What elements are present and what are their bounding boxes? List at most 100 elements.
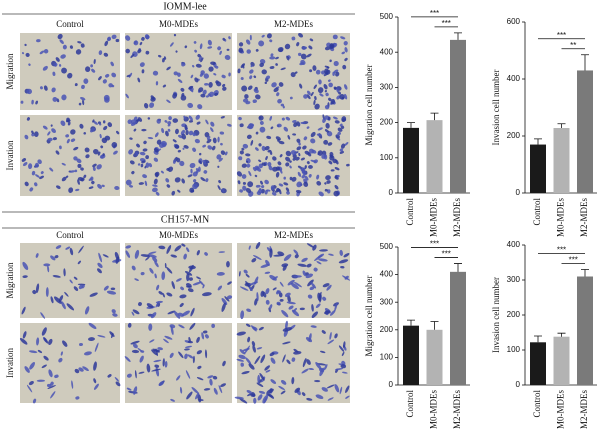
cell <box>267 161 272 167</box>
cell <box>177 78 183 83</box>
cell <box>192 281 202 286</box>
cell <box>46 383 52 388</box>
cell <box>334 384 340 393</box>
x-tick-label: M2-MDEs <box>579 198 589 237</box>
cell <box>55 57 60 62</box>
cell <box>208 66 214 72</box>
cell <box>137 117 143 122</box>
y-tick-label: 600 <box>507 17 521 26</box>
cell <box>324 310 331 315</box>
cell <box>280 390 286 395</box>
cell <box>128 72 133 78</box>
cell <box>245 101 251 105</box>
cell <box>78 367 84 372</box>
cell <box>339 94 345 100</box>
cell <box>295 156 300 161</box>
cell <box>236 358 244 362</box>
cell <box>37 349 43 353</box>
cell <box>142 174 148 179</box>
cell <box>211 145 216 151</box>
cell <box>84 147 90 153</box>
cell <box>210 127 214 133</box>
cell <box>152 70 159 76</box>
bar <box>577 276 593 385</box>
cell <box>281 309 289 318</box>
cell <box>224 151 228 156</box>
cell <box>187 288 194 293</box>
cell <box>339 123 343 127</box>
cell <box>284 292 291 298</box>
cell <box>178 324 185 329</box>
x-tick-label: M0-MDEs <box>429 198 439 237</box>
cell <box>308 367 314 371</box>
cell <box>73 146 79 151</box>
cell <box>93 58 96 64</box>
cell <box>330 169 335 172</box>
cell <box>80 96 86 101</box>
cell <box>148 251 157 255</box>
cell <box>78 284 83 290</box>
cell <box>107 122 113 128</box>
cell <box>192 355 195 364</box>
cell <box>132 309 140 315</box>
cell <box>215 65 219 69</box>
cell <box>124 356 131 363</box>
cell <box>133 116 138 121</box>
cell <box>291 36 296 41</box>
cell <box>65 246 71 250</box>
cell <box>244 94 249 99</box>
cell <box>43 49 49 54</box>
bar <box>553 336 570 385</box>
cell <box>73 156 78 161</box>
cell <box>329 332 332 340</box>
y-tick-label: 100 <box>380 153 394 162</box>
cell <box>268 165 273 171</box>
cell <box>253 75 257 79</box>
cell <box>265 259 270 267</box>
cell <box>308 173 312 178</box>
cell <box>47 131 51 136</box>
cell <box>265 75 271 80</box>
cell <box>166 292 173 297</box>
cell <box>261 145 266 152</box>
cell <box>345 395 350 399</box>
cell <box>154 132 159 138</box>
cell <box>54 255 59 259</box>
cell <box>250 325 257 332</box>
cell <box>151 368 161 372</box>
cell <box>242 185 247 191</box>
cell <box>195 168 200 172</box>
cell <box>340 364 347 369</box>
cell <box>93 378 97 384</box>
cell <box>93 383 99 390</box>
cell <box>20 100 24 104</box>
cell <box>276 166 280 171</box>
micrograph <box>125 114 232 196</box>
cell <box>213 387 218 395</box>
cell <box>251 392 256 397</box>
cell <box>291 377 295 385</box>
cell <box>334 333 338 339</box>
cell <box>21 52 25 55</box>
cell <box>34 182 38 187</box>
cell <box>154 273 157 279</box>
x-tick-label: M2-MDEs <box>452 390 462 429</box>
cell <box>261 69 267 75</box>
cell <box>192 132 196 137</box>
cell <box>307 279 314 287</box>
cell <box>99 133 102 139</box>
cell <box>184 271 193 276</box>
cell <box>338 91 341 95</box>
cell <box>238 270 241 277</box>
cell <box>158 381 164 387</box>
cell <box>293 122 298 128</box>
cell <box>310 282 317 289</box>
cell <box>26 117 30 121</box>
micrograph <box>236 114 350 197</box>
y-tick-label: 0 <box>516 380 521 389</box>
cell <box>22 275 28 279</box>
cell <box>344 93 348 100</box>
cell <box>137 163 141 166</box>
cell <box>141 69 145 74</box>
cell <box>111 72 117 78</box>
